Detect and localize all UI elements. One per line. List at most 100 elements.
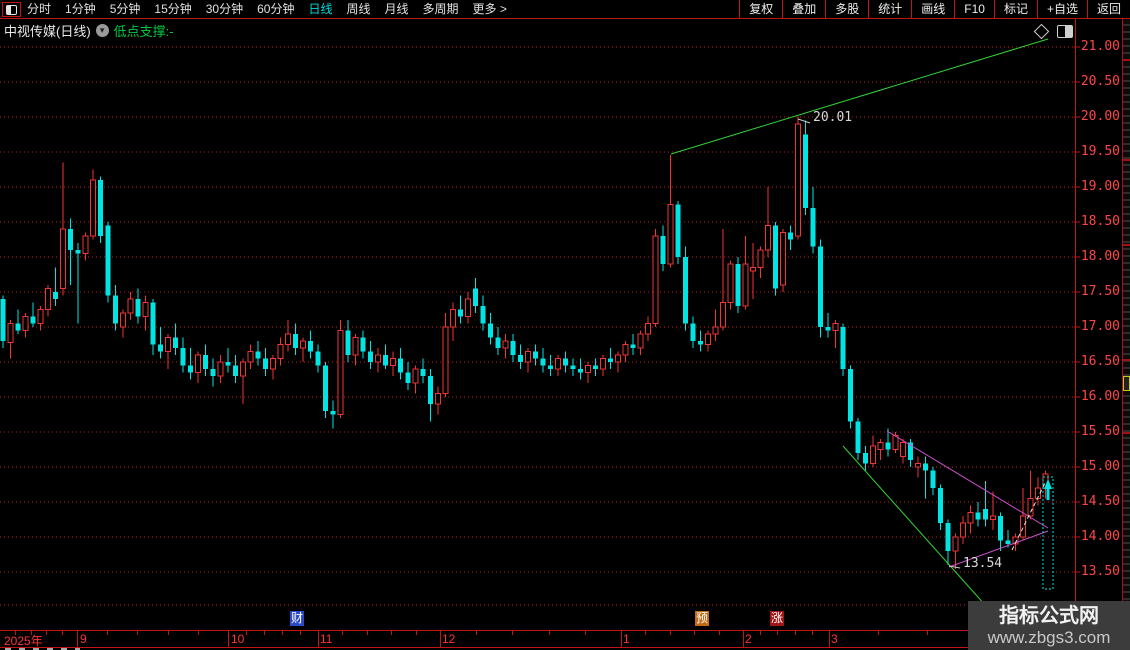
watermark-url: www.zbgs3.com (987, 627, 1111, 647)
price-tick-label: 14.50 (1080, 494, 1120, 509)
panel-glyph-icon (6, 4, 17, 15)
week-tick (476, 631, 477, 635)
menu-tool-多股[interactable]: 多股 (825, 0, 868, 18)
month-separator (318, 631, 319, 647)
date-axis[interactable]: 2025年 9 10 11 12 1 2 3 (0, 630, 1075, 648)
menu-period-5分钟[interactable]: 5分钟 (109, 2, 141, 16)
week-tick (812, 631, 813, 635)
axis-separator-line (1075, 19, 1076, 647)
buy-signal-arrow-icon (1044, 479, 1052, 500)
strip-divider (1123, 244, 1130, 246)
strip-divider (1123, 359, 1130, 361)
event-marker-预[interactable]: 预 (695, 611, 709, 626)
month-label-2: 2 (745, 632, 752, 646)
menu-tool-复权[interactable]: 复权 (739, 0, 782, 18)
price-tick-label: 21.00 (1080, 39, 1120, 54)
price-tick-label: 20.00 (1080, 109, 1120, 124)
price-tick-label: 19.50 (1080, 144, 1120, 159)
month-separator (829, 631, 830, 647)
period-menu: 分时 1分钟 5分钟 15分钟 30分钟 60分钟 日线 周线 月线 多周期 更多 > (27, 0, 507, 18)
menu-tool-返回[interactable]: 返回 (1086, 0, 1130, 18)
menu-period-60分钟[interactable]: 60分钟 (257, 2, 295, 16)
price-tick-label: 18.50 (1080, 214, 1120, 229)
price-tick-label: 16.50 (1080, 354, 1120, 369)
clipped-status-row (5, 648, 80, 650)
menu-tool-F10[interactable]: F10 (954, 0, 994, 18)
week-tick (107, 631, 108, 635)
strip-divider (1123, 432, 1130, 434)
price-tick-label: 18.00 (1080, 249, 1120, 264)
week-tick (15, 631, 16, 635)
month-label-9: 9 (80, 632, 87, 646)
diamond-marker-icon[interactable] (1033, 23, 1050, 40)
week-tick (694, 631, 695, 635)
split-panel-icon[interactable] (1057, 25, 1073, 38)
menu-tool-叠加[interactable]: 叠加 (782, 0, 825, 18)
week-tick (549, 631, 550, 635)
price-tick-label: 15.50 (1080, 424, 1120, 439)
year-label: 2025年 (4, 634, 43, 648)
axis-right-border (1122, 19, 1123, 601)
menu-period-1分钟[interactable]: 1分钟 (65, 2, 96, 16)
strip-highlight-marker (1123, 376, 1130, 391)
menu-period-15分钟[interactable]: 15分钟 (154, 2, 192, 16)
month-separator (77, 631, 78, 647)
month-label-10: 10 (231, 632, 245, 646)
price-tick-label: 13.50 (1080, 564, 1120, 579)
price-tick-label: 20.50 (1080, 74, 1120, 89)
week-tick (342, 631, 343, 635)
menu-tool-统计[interactable]: 统计 (868, 0, 911, 18)
week-tick (300, 631, 301, 635)
week-tick (246, 631, 247, 635)
event-marker-涨[interactable]: 涨 (770, 611, 784, 626)
month-label-3: 3 (831, 632, 838, 646)
menu-period-周线[interactable]: 周线 (346, 2, 371, 16)
menu-period-日线[interactable]: 日线 (308, 2, 333, 16)
menu-period-30分钟[interactable]: 30分钟 (205, 2, 244, 16)
month-label-11: 11 (320, 632, 333, 646)
month-label-12: 12 (442, 632, 456, 646)
price-tick-label: 15.00 (1080, 459, 1120, 474)
price-tick-label: 17.50 (1080, 284, 1120, 299)
indicator-label[interactable]: 低点支撑:- (113, 23, 174, 39)
week-tick (62, 631, 63, 635)
menu-period-月线[interactable]: 月线 (384, 2, 409, 16)
month-separator (743, 631, 744, 647)
price-annotation: 20.01 (813, 110, 853, 125)
week-tick (878, 631, 879, 635)
app-window-icon[interactable] (2, 2, 21, 17)
menu-tool-+自选[interactable]: +自选 (1036, 0, 1087, 18)
month-separator (440, 631, 441, 647)
week-tick (137, 631, 138, 635)
event-marker-财[interactable]: 财 (290, 611, 304, 626)
menu-tool-标记[interactable]: 标记 (993, 0, 1037, 18)
menu-period-分时[interactable]: 分时 (27, 2, 52, 16)
month-separator (228, 631, 229, 647)
top-menu-bar: 分时 1分钟 5分钟 15分钟 30分钟 60分钟 日线 周线 月线 多周期 更多 > 复权 叠加 多股… (0, 0, 1130, 19)
month-separator (621, 631, 622, 647)
week-tick (719, 631, 720, 635)
chevron-down-icon[interactable]: ▾ (95, 23, 109, 37)
month-label-1: 1 (623, 632, 630, 646)
week-tick (777, 631, 778, 635)
stock-title: 中视传媒(日线) (4, 23, 91, 39)
strip-divider (1123, 59, 1130, 61)
right-edge-strip[interactable] (1123, 19, 1130, 601)
week-tick (927, 631, 928, 635)
menu-period-更多 >[interactable]: 更多 > (472, 2, 507, 16)
chart-corner-icons (1033, 23, 1073, 40)
menu-tool-画线[interactable]: 画线 (911, 0, 954, 18)
chart-title-row: 中视传媒(日线) ▾ 低点支撑:- (4, 22, 174, 39)
week-tick (585, 631, 586, 635)
price-tick-label: 14.00 (1080, 529, 1120, 544)
menu-period-多周期[interactable]: 多周期 (422, 2, 459, 16)
tools-menu: 复权 叠加 多股 统计 画线 F10 标记 +自选 返回 (739, 0, 1130, 18)
week-tick (670, 631, 671, 635)
week-tick (416, 631, 417, 635)
week-tick (31, 631, 32, 635)
week-tick (168, 631, 169, 635)
strip-divider (1123, 159, 1130, 161)
price-tick-label: 19.00 (1080, 179, 1120, 194)
week-tick (512, 631, 513, 635)
